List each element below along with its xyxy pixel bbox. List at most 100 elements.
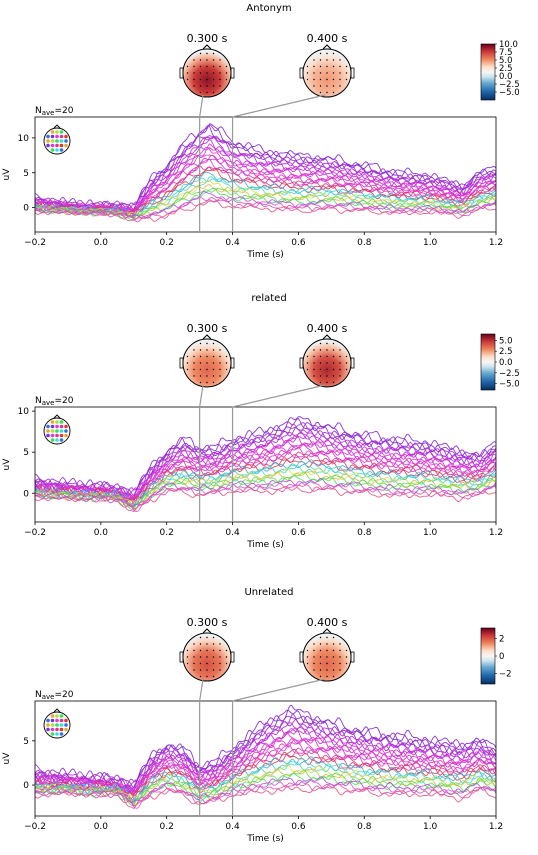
nave-sub: ave bbox=[42, 109, 55, 117]
electrode-dot bbox=[326, 52, 328, 55]
electrode-dot bbox=[186, 656, 189, 658]
electrode-dot bbox=[199, 362, 202, 364]
electrode-dot bbox=[206, 59, 208, 61]
electrode-dot bbox=[345, 368, 348, 371]
electrode-dot bbox=[332, 342, 335, 345]
head-outline bbox=[43, 127, 71, 155]
sensor-dot bbox=[59, 139, 64, 143]
x-tick-label: 0.6 bbox=[291, 238, 306, 248]
y-tick-label: 0 bbox=[23, 489, 29, 499]
electrode-dot bbox=[319, 368, 322, 371]
sensor-dot bbox=[55, 420, 59, 424]
electrode-dot bbox=[345, 662, 348, 665]
panel-title: Antonym bbox=[246, 3, 291, 14]
electrode-dot bbox=[332, 52, 335, 55]
electrode-dot bbox=[212, 362, 215, 364]
electrode-dot bbox=[339, 355, 341, 358]
topomap-time-label: 0.400 s bbox=[307, 322, 348, 335]
topomap-1 bbox=[299, 44, 355, 98]
axes-frame bbox=[34, 406, 497, 523]
topomap-time-label: 0.300 s bbox=[187, 616, 228, 629]
channel-trace bbox=[35, 460, 496, 506]
sensor-dot bbox=[64, 429, 68, 433]
nave-sub: ave bbox=[42, 399, 55, 407]
y-axis-label: uV bbox=[2, 168, 12, 181]
sensor-dot bbox=[46, 718, 50, 723]
left-ear bbox=[299, 651, 304, 663]
electrode-dot bbox=[339, 649, 341, 652]
nave-value: =20 bbox=[54, 690, 73, 700]
electrode-dot bbox=[199, 675, 202, 678]
electrode-dot bbox=[193, 643, 195, 645]
sensor-dot bbox=[50, 438, 55, 442]
electrode-dot bbox=[332, 636, 335, 639]
nose bbox=[202, 44, 212, 50]
electrode-dot bbox=[206, 368, 208, 371]
electrode-dot bbox=[332, 65, 335, 68]
nose bbox=[53, 708, 61, 713]
x-tick-label: 0.8 bbox=[357, 528, 372, 538]
electrode-dot bbox=[319, 669, 322, 671]
channel-trace bbox=[35, 198, 496, 222]
colorbar-tick-label: −2.5 bbox=[499, 369, 520, 379]
electrode-dot bbox=[193, 72, 195, 74]
sensor-dot bbox=[55, 130, 59, 134]
sensor-dot bbox=[50, 429, 55, 433]
left-ear bbox=[179, 357, 184, 369]
sensor-dot bbox=[55, 727, 59, 732]
electrode-dot bbox=[326, 362, 328, 364]
electrode-dot bbox=[225, 72, 228, 74]
x-tick-label: 0.4 bbox=[225, 238, 240, 248]
electrode-dot bbox=[193, 656, 195, 658]
electrode-dot bbox=[225, 65, 228, 68]
channel-trace bbox=[35, 727, 496, 795]
channel-trace bbox=[35, 447, 496, 502]
channel-trace bbox=[35, 705, 496, 792]
colorbar-tick-label: 0.0 bbox=[499, 72, 513, 82]
electrode-dot bbox=[339, 362, 341, 364]
nose bbox=[202, 334, 212, 340]
x-tick-label: 0.8 bbox=[357, 822, 372, 832]
electrode-dot bbox=[339, 65, 341, 68]
electrode-dot bbox=[339, 78, 341, 81]
colorbar-tick-label: 10.0 bbox=[499, 40, 518, 50]
electrode-dot bbox=[332, 355, 335, 358]
electrode-dot bbox=[313, 355, 315, 358]
sensor-dot bbox=[55, 134, 59, 139]
traces bbox=[35, 416, 496, 513]
electrode-dot bbox=[345, 78, 348, 81]
sensor-dot bbox=[64, 727, 68, 732]
channel-trace bbox=[35, 434, 496, 502]
electrode-dot bbox=[225, 362, 228, 364]
sensor-dot bbox=[46, 134, 50, 139]
electrode-dot bbox=[186, 662, 189, 665]
electrode-dot bbox=[319, 675, 322, 678]
colorbar-tick-label: 7.5 bbox=[499, 48, 513, 58]
electrode-dot bbox=[313, 362, 315, 364]
electrode-dot bbox=[319, 65, 322, 68]
channel-trace bbox=[35, 165, 496, 217]
electrode-dot bbox=[193, 59, 195, 61]
electrode-dot bbox=[206, 349, 208, 351]
sensor-dot bbox=[50, 714, 55, 718]
x-axis-label: Time (s) bbox=[246, 250, 284, 260]
channel-trace bbox=[35, 782, 496, 810]
colorbar-tick-label: −2 bbox=[499, 670, 512, 680]
y-axis-label: uV bbox=[2, 752, 12, 765]
electrode-dot bbox=[219, 349, 221, 351]
x-axis-label: Time (s) bbox=[246, 834, 284, 844]
channel-trace bbox=[35, 138, 496, 213]
electrode-dot bbox=[186, 649, 189, 652]
sensor-dot bbox=[59, 714, 64, 718]
electrode-dot bbox=[319, 78, 322, 81]
electrode-dot bbox=[186, 72, 189, 74]
sensor-dot bbox=[50, 424, 55, 429]
electrode-dot bbox=[206, 52, 208, 55]
electrode-dot bbox=[306, 65, 309, 68]
sensor-dot bbox=[50, 732, 55, 736]
colorbar: 2 0 −2 bbox=[480, 627, 512, 685]
electrode-dot bbox=[206, 355, 208, 358]
colorbar-tick-label: −2.5 bbox=[499, 80, 520, 90]
electrode-dot bbox=[313, 669, 315, 671]
sensor-layout-icon bbox=[43, 124, 71, 155]
